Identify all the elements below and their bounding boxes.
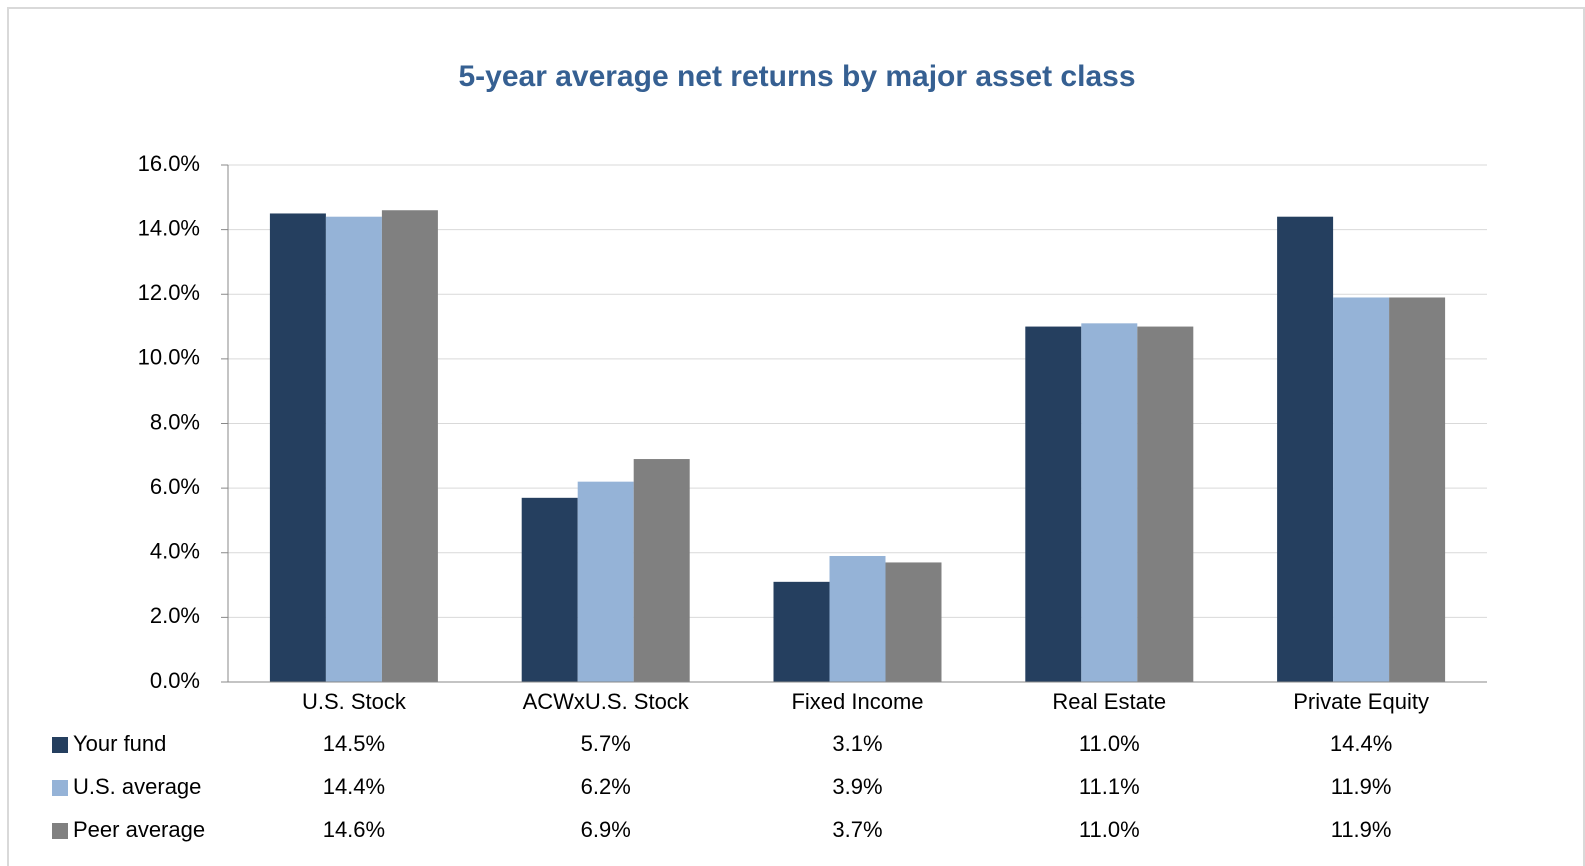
bar	[1277, 216, 1334, 682]
bar	[885, 562, 942, 682]
bar	[773, 581, 830, 682]
bar	[1389, 297, 1446, 682]
x-tick-label: ACWxU.S. Stock	[523, 689, 690, 714]
y-tick-label: 6.0%	[150, 474, 200, 499]
table-value: 5.7%	[581, 731, 631, 756]
y-tick-label: 16.0%	[138, 151, 200, 176]
bar	[1081, 323, 1138, 682]
bar	[269, 213, 326, 682]
bar	[577, 481, 634, 682]
bar	[381, 210, 438, 683]
legend-swatch	[52, 823, 68, 839]
y-tick-label: 4.0%	[150, 539, 200, 564]
table-value: 11.1%	[1079, 774, 1140, 799]
y-tick-label: 10.0%	[138, 345, 200, 370]
bar	[1333, 297, 1390, 682]
bar	[325, 216, 382, 682]
y-tick-label: 0.0%	[150, 668, 200, 693]
bar	[521, 497, 578, 682]
table-value: 3.1%	[832, 731, 882, 756]
x-tick-label: Real Estate	[1052, 689, 1166, 714]
table-value: 3.9%	[832, 774, 882, 799]
table-value: 11.0%	[1079, 731, 1140, 756]
y-tick-label: 12.0%	[138, 280, 200, 305]
legend-label: Your fund	[73, 731, 166, 756]
table-value: 14.4%	[323, 774, 385, 799]
table-value: 14.6%	[323, 817, 385, 842]
x-tick-label: Fixed Income	[791, 689, 923, 714]
x-tick-label: U.S. Stock	[302, 689, 407, 714]
chart-title: 5-year average net returns by major asse…	[458, 60, 1135, 93]
legend-swatch	[52, 737, 68, 753]
bar	[1137, 326, 1194, 682]
chart-border	[7, 7, 1585, 866]
table-value: 14.4%	[1330, 731, 1392, 756]
table-value: 3.7%	[832, 817, 882, 842]
table-value: 11.0%	[1079, 817, 1140, 842]
bar	[1025, 326, 1082, 682]
legend-label: U.S. average	[73, 774, 201, 799]
y-tick-label: 8.0%	[150, 409, 200, 434]
table-value: 6.2%	[581, 774, 631, 799]
table-value: 11.9%	[1331, 817, 1392, 842]
x-tick-label: Private Equity	[1293, 689, 1429, 714]
table-value: 11.9%	[1331, 774, 1392, 799]
table-value: 14.5%	[323, 731, 385, 756]
table-value: 6.9%	[581, 817, 631, 842]
legend-label: Peer average	[73, 817, 205, 842]
y-tick-label: 14.0%	[138, 215, 200, 240]
legend-swatch	[52, 780, 68, 796]
y-tick-label: 2.0%	[150, 603, 200, 628]
bar	[633, 459, 690, 682]
bar	[829, 555, 886, 682]
